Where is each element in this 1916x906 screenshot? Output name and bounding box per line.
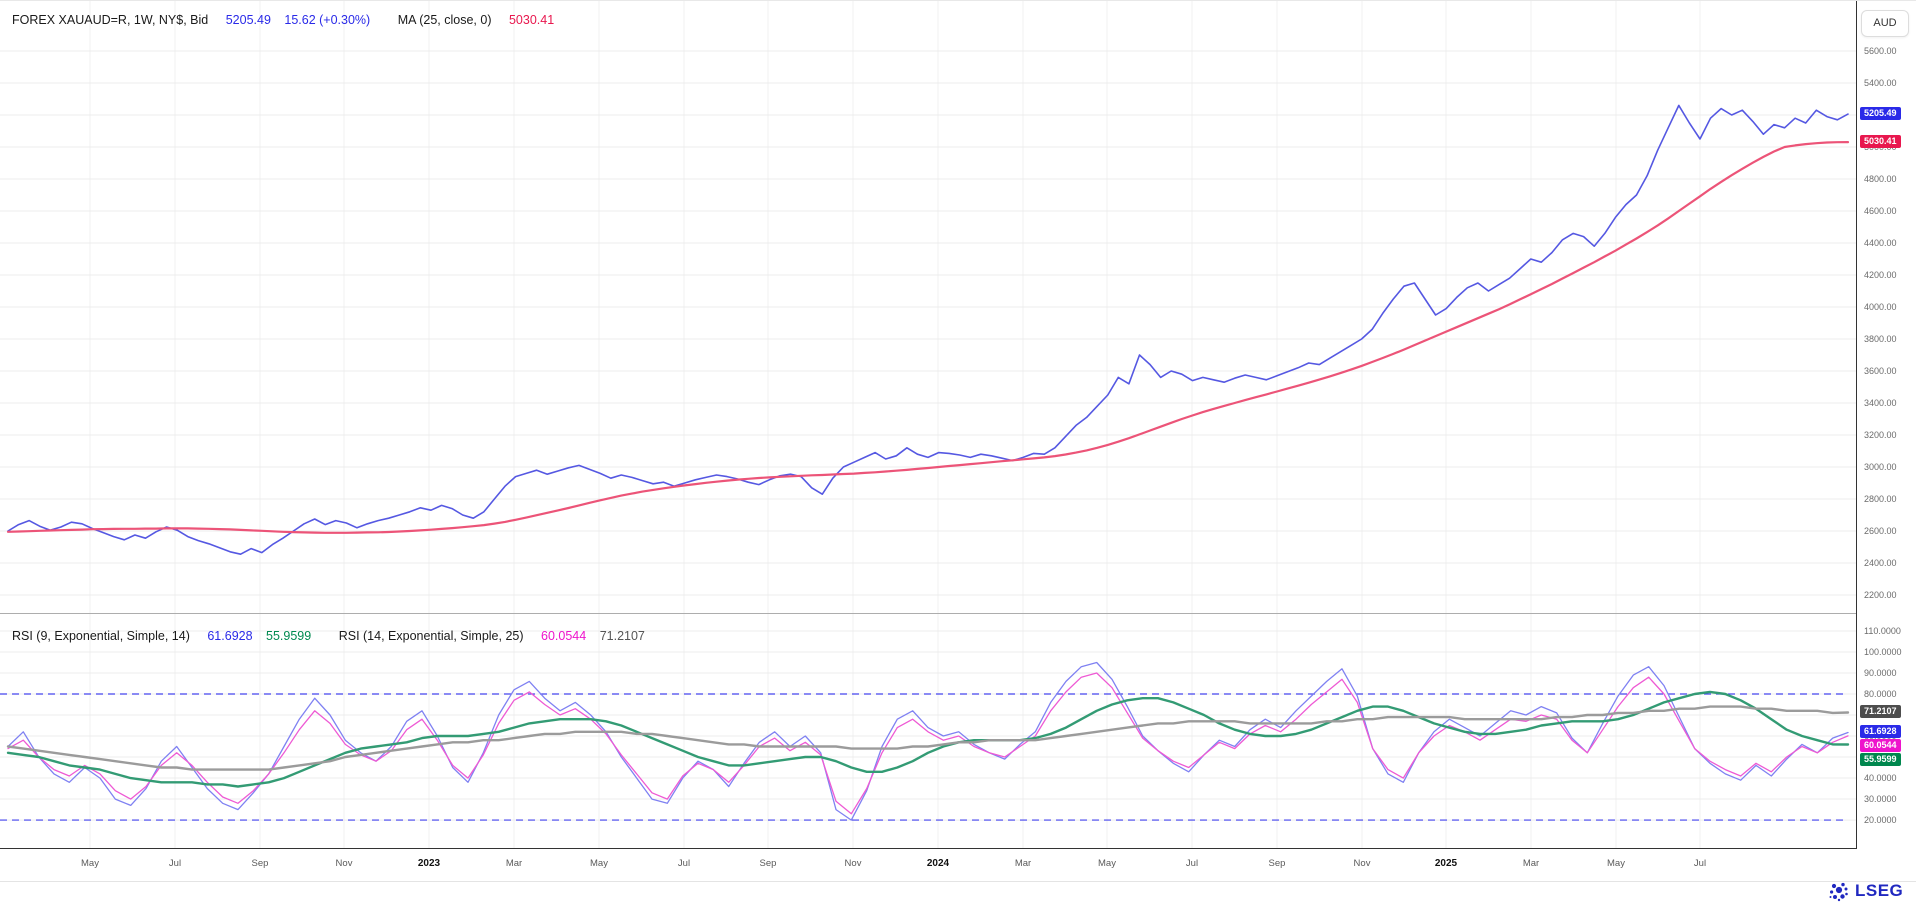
time-axis-month-label: Sep xyxy=(1268,858,1286,869)
time-axis-month-label: Sep xyxy=(759,858,777,869)
axis-tick-label: 3000.00 xyxy=(1864,462,1897,472)
axis-tick-label: 5600.00 xyxy=(1864,46,1897,56)
price-badge: 61.6928 xyxy=(1860,725,1901,739)
axis-tick-label: 2400.00 xyxy=(1864,558,1897,568)
axis-tick-label: 20.0000 xyxy=(1864,815,1897,826)
series-rsi9_sma14 xyxy=(6,690,1850,788)
axis-tick-label: 3400.00 xyxy=(1864,398,1897,408)
axis-tick-label: 4800.00 xyxy=(1864,174,1897,184)
time-axis-month-label: Jul xyxy=(1185,858,1199,869)
price-badge: 5205.49 xyxy=(1860,107,1901,121)
ma-indicator-label[interactable]: MA (25, close, 0) xyxy=(397,13,492,27)
axis-tick-label: 100.0000 xyxy=(1864,647,1902,658)
axis-tick-label: 2600.00 xyxy=(1864,526,1897,536)
rsi-fast-value: 61.6928 xyxy=(207,629,253,643)
time-axis-line xyxy=(0,848,1857,849)
time-axis-month-label: May xyxy=(1607,858,1625,869)
time-axis-month-label: Mar xyxy=(1014,858,1032,869)
time-axis-month-label: Sep xyxy=(251,858,269,869)
time-axis-month-label: May xyxy=(1098,858,1116,869)
series-ma25 xyxy=(6,141,1850,534)
lseg-logo: LSEG xyxy=(1828,880,1903,902)
time-axis-year-label: 2023 xyxy=(417,858,441,869)
price-panel[interactable] xyxy=(0,1,1856,613)
price-badge: 55.9599 xyxy=(1860,753,1901,767)
axis-tick-label: 2800.00 xyxy=(1864,494,1897,504)
axis-tick-label: 4600.00 xyxy=(1864,206,1897,216)
instrument-title[interactable]: FOREX XAUAUD=R, 1W, NY$, Bid xyxy=(12,13,209,27)
price-badge: 5030.41 xyxy=(1860,135,1901,149)
time-axis-month-label: Nov xyxy=(1353,858,1371,869)
axis-tick-label: 3200.00 xyxy=(1864,430,1897,440)
series-bid xyxy=(7,104,1849,556)
axis-tick-label: 4000.00 xyxy=(1864,302,1897,312)
axis-tick-label: 4200.00 xyxy=(1864,270,1897,280)
axis-tick-label: 40.0000 xyxy=(1864,773,1897,784)
axis-tick-label: 3800.00 xyxy=(1864,334,1897,344)
price-legend: FOREX XAUAUD=R, 1W, NY$, Bid 5205.49 15.… xyxy=(12,13,564,27)
axis-tick-label: 2200.00 xyxy=(1864,590,1897,600)
rsi-panel[interactable] xyxy=(0,614,1856,848)
time-axis-month-label: Jul xyxy=(677,858,691,869)
lseg-crest-icon xyxy=(1829,882,1848,902)
series-rsi14 xyxy=(7,672,1849,815)
series-rsi14_sma25 xyxy=(6,705,1850,771)
time-axis-month-label: Nov xyxy=(335,858,353,869)
time-axis-month-label: Mar xyxy=(505,858,523,869)
time-axis-year-label: 2025 xyxy=(1434,858,1458,869)
axis-tick-label: 4400.00 xyxy=(1864,238,1897,248)
time-axis[interactable]: May Jul Sep Nov 2023 Mar May Jul Sep Nov 2024 Mar Ma… xyxy=(0,849,1857,881)
rsi-slow-signal-value: 71.2107 xyxy=(599,629,645,643)
time-axis-year-label: 2024 xyxy=(926,858,950,869)
rsi-slow-value: 60.0544 xyxy=(541,629,587,643)
bottom-border xyxy=(0,881,1916,882)
rsi-fast-label[interactable]: RSI (9, Exponential, Simple, 14) xyxy=(12,629,190,643)
rsi-fast-signal-value: 55.9599 xyxy=(266,629,312,643)
last-price-value: 5205.49 xyxy=(225,13,271,27)
price-badge: 71.2107 xyxy=(1860,705,1901,719)
series-rsi9 xyxy=(7,661,1849,821)
time-axis-month-label: Jul xyxy=(168,858,182,869)
lseg-logo-text: LSEG xyxy=(1855,881,1904,900)
time-axis-month-label: May xyxy=(81,858,99,869)
time-axis-month-label: May xyxy=(590,858,608,869)
axis-tick-label: 110.0000 xyxy=(1864,626,1901,636)
axis-tick-label: 90.0000 xyxy=(1864,668,1897,679)
value-axis[interactable]: AUD 5600.005400.005200.005000.004800.004… xyxy=(1857,1,1916,881)
price-axis-line xyxy=(1856,1,1857,881)
panel-divider[interactable] xyxy=(0,613,1916,614)
axis-tick-label: 80.0000 xyxy=(1864,689,1897,700)
ma-value: 5030.41 xyxy=(508,13,555,27)
axis-tick-label: 5400.00 xyxy=(1864,78,1897,88)
axis-tick-label: 3600.00 xyxy=(1864,366,1897,376)
rsi-legend: RSI (9, Exponential, Simple, 14) 61.6928… xyxy=(12,629,655,643)
axis-tick-label: 30.0000 xyxy=(1864,794,1897,805)
currency-button[interactable]: AUD xyxy=(1861,10,1909,37)
price-change-value: 15.62 (+0.30%) xyxy=(284,13,371,27)
price-badge: 60.0544 xyxy=(1860,739,1901,753)
time-axis-month-label: Mar xyxy=(1522,858,1540,869)
time-axis-month-label: Nov xyxy=(844,858,862,869)
rsi-slow-label[interactable]: RSI (14, Exponential, Simple, 25) xyxy=(338,629,524,643)
time-axis-month-label: Jul xyxy=(1693,858,1707,869)
